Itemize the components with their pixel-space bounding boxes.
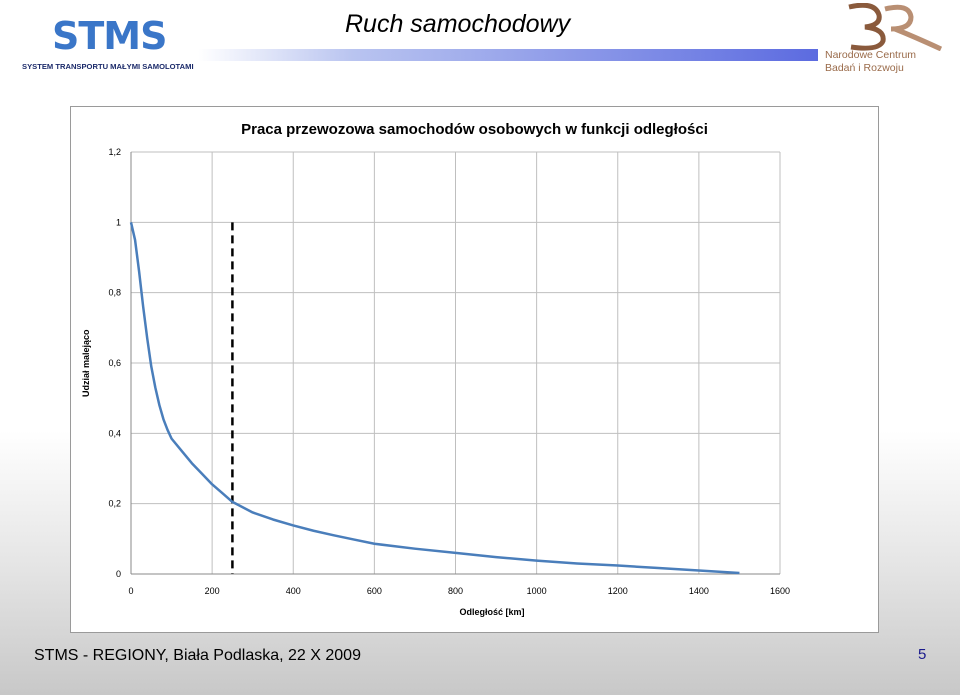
y-tick-label: 1 bbox=[116, 217, 121, 227]
stms-logo: STMS SYSTEM TRANSPORTU MAŁYMI SAMOLOTAMI bbox=[22, 12, 197, 77]
x-tick-label: 1200 bbox=[608, 586, 628, 596]
x-tick-label: 1400 bbox=[689, 586, 709, 596]
footer-text: STMS - REGIONY, Biała Podlaska, 22 X 200… bbox=[34, 647, 361, 664]
x-tick-label: 1000 bbox=[527, 586, 547, 596]
y-tick-label: 1,2 bbox=[108, 147, 121, 157]
chart-title: Praca przewozowa samochodów osobowych w … bbox=[241, 121, 708, 138]
x-axis-label: Odległość [km] bbox=[459, 607, 525, 617]
slide-title: Ruch samochodowy bbox=[345, 10, 571, 38]
ncbr-logo-line2: Badań i Rozwoju bbox=[825, 62, 904, 74]
y-tick-label: 0,8 bbox=[108, 288, 121, 298]
x-tick-label: 1600 bbox=[770, 586, 790, 596]
stms-logo-subtitle: SYSTEM TRANSPORTU MAŁYMI SAMOLOTAMI bbox=[22, 62, 194, 71]
y-tick-label: 0,6 bbox=[108, 358, 121, 368]
ncbr-logo-letters: BR bbox=[845, 3, 847, 4]
stms-logo-text: STMS bbox=[52, 14, 167, 58]
series-line bbox=[129, 222, 740, 575]
chart-plot: 0 0,2 0,4 0,6 0,8 1 1,2 0 200 400 600 800 1000 1200 14… bbox=[108, 147, 790, 596]
ncbr-logo-mark: BR bbox=[845, 3, 943, 51]
title-underline-bar bbox=[198, 49, 818, 61]
chart-container: Praca przewozowa samochodów osobowych w … bbox=[70, 106, 879, 633]
x-tick-label: 0 bbox=[128, 586, 133, 596]
x-tick-label: 400 bbox=[286, 586, 301, 596]
x-tick-label: 200 bbox=[205, 586, 220, 596]
page-number: 5 bbox=[918, 646, 927, 663]
ncbr-logo: BR Narodowe Centrum Badań i Rozwoju bbox=[825, 3, 950, 78]
x-tick-label: 800 bbox=[448, 586, 463, 596]
x-tick-label: 600 bbox=[367, 586, 382, 596]
y-tick-label: 0,4 bbox=[108, 428, 121, 438]
y-tick-label: 0,2 bbox=[108, 499, 121, 509]
ncbr-logo-caption: Narodowe Centrum Badań i Rozwoju bbox=[825, 49, 916, 75]
y-tick-label: 0 bbox=[116, 569, 121, 579]
ncbr-logo-line1: Narodowe Centrum bbox=[825, 49, 917, 61]
